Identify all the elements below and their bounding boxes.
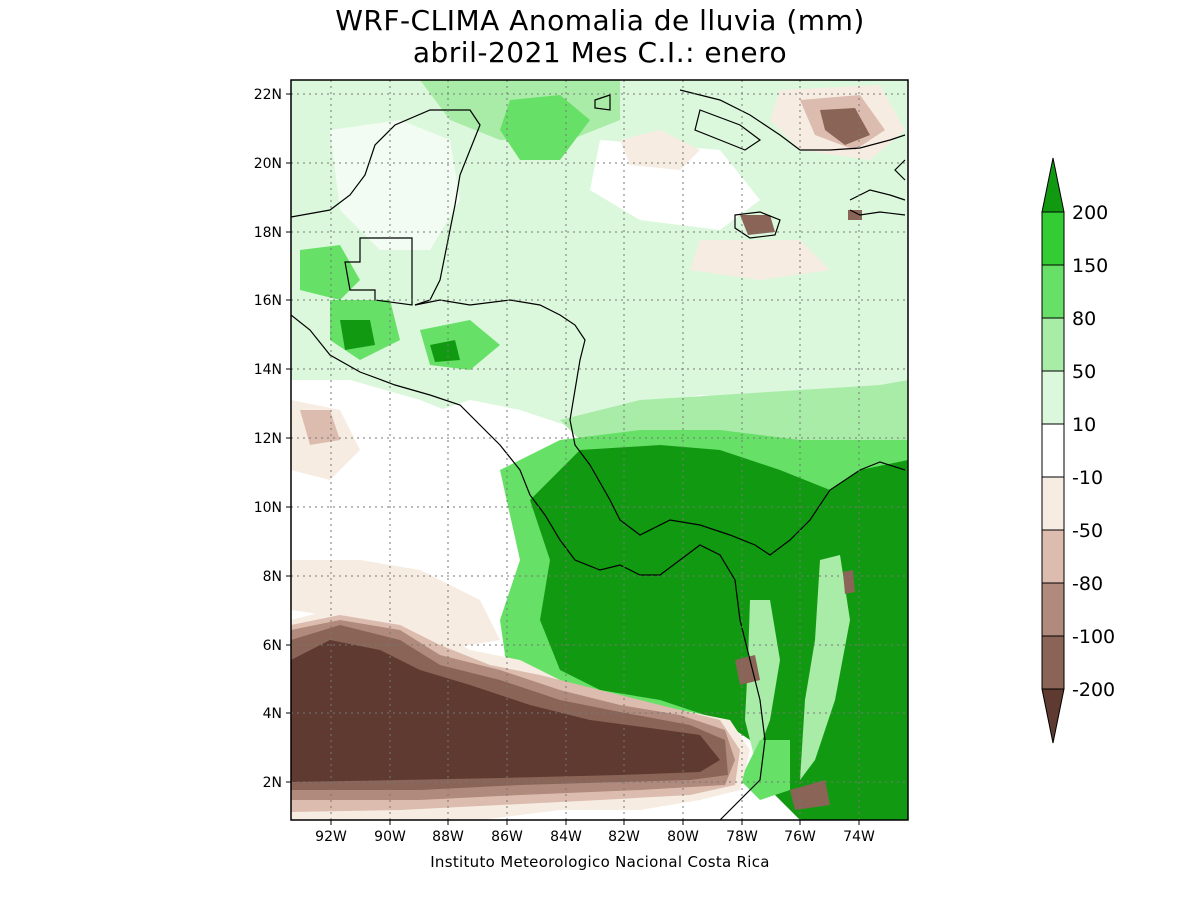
colorbar-label: 80 [1072,308,1096,330]
lon-label: 76W [784,829,816,845]
colorbar-segment [1041,423,1065,478]
colorbar-label: 50 [1072,361,1096,383]
colorbar-label: 10 [1072,414,1096,436]
gridlines [291,80,908,820]
colorbar-label: -200 [1072,679,1115,701]
lat-label: 22N [254,87,282,103]
colorbar-label: -10 [1072,467,1103,489]
colorbar-segment [1041,476,1065,531]
colorbar [1041,157,1065,744]
colorbar-segment [1041,582,1065,637]
lon-label: 78W [726,829,758,845]
lon-label: 88W [432,829,464,845]
colorbar-segment [1041,317,1065,372]
lat-label: 14N [254,362,282,378]
lon-label: 74W [843,829,875,845]
lon-label: 86W [491,829,523,845]
lat-label: 4N [263,706,282,722]
colorbar-label: 150 [1072,255,1108,277]
colorbar-segment [1041,370,1065,425]
map-fill-area [291,80,908,820]
lon-label: 82W [608,829,640,845]
axis-ticks [286,93,860,825]
lon-label: 80W [667,829,699,845]
lon-label: 92W [315,829,347,845]
colorbar-segment [1041,529,1065,584]
coastline [291,89,906,820]
colorbar-top-triangle [1041,157,1065,213]
lat-label: 20N [254,156,282,172]
lat-label: 16N [254,293,282,309]
colorbar-segment [1041,211,1065,266]
map-subtitle: abril-2021 Mes C.I.: enero [412,36,788,69]
lat-label: 8N [263,569,282,585]
lat-label: 10N [254,500,282,516]
colorbar-segment [1041,264,1065,319]
lat-label: 12N [254,431,282,447]
colorbar-label: -80 [1072,573,1103,595]
colorbar-segment [1041,635,1065,690]
lon-label: 90W [374,829,406,845]
lat-label: 6N [263,638,282,654]
lat-label: 18N [254,225,282,241]
map-frame [290,79,909,821]
colorbar-label: -50 [1072,520,1103,542]
colorbar-label: -100 [1072,626,1115,648]
lat-label: 2N [263,775,282,791]
colorbar-bottom-triangle [1041,688,1065,744]
lon-label: 84W [550,829,582,845]
map-title: WRF-CLIMA Anomalia de lluvia (mm) [335,4,865,37]
credit-text: Instituto Meteorologico Nacional Costa R… [430,853,770,871]
colorbar-label: 200 [1072,202,1108,224]
